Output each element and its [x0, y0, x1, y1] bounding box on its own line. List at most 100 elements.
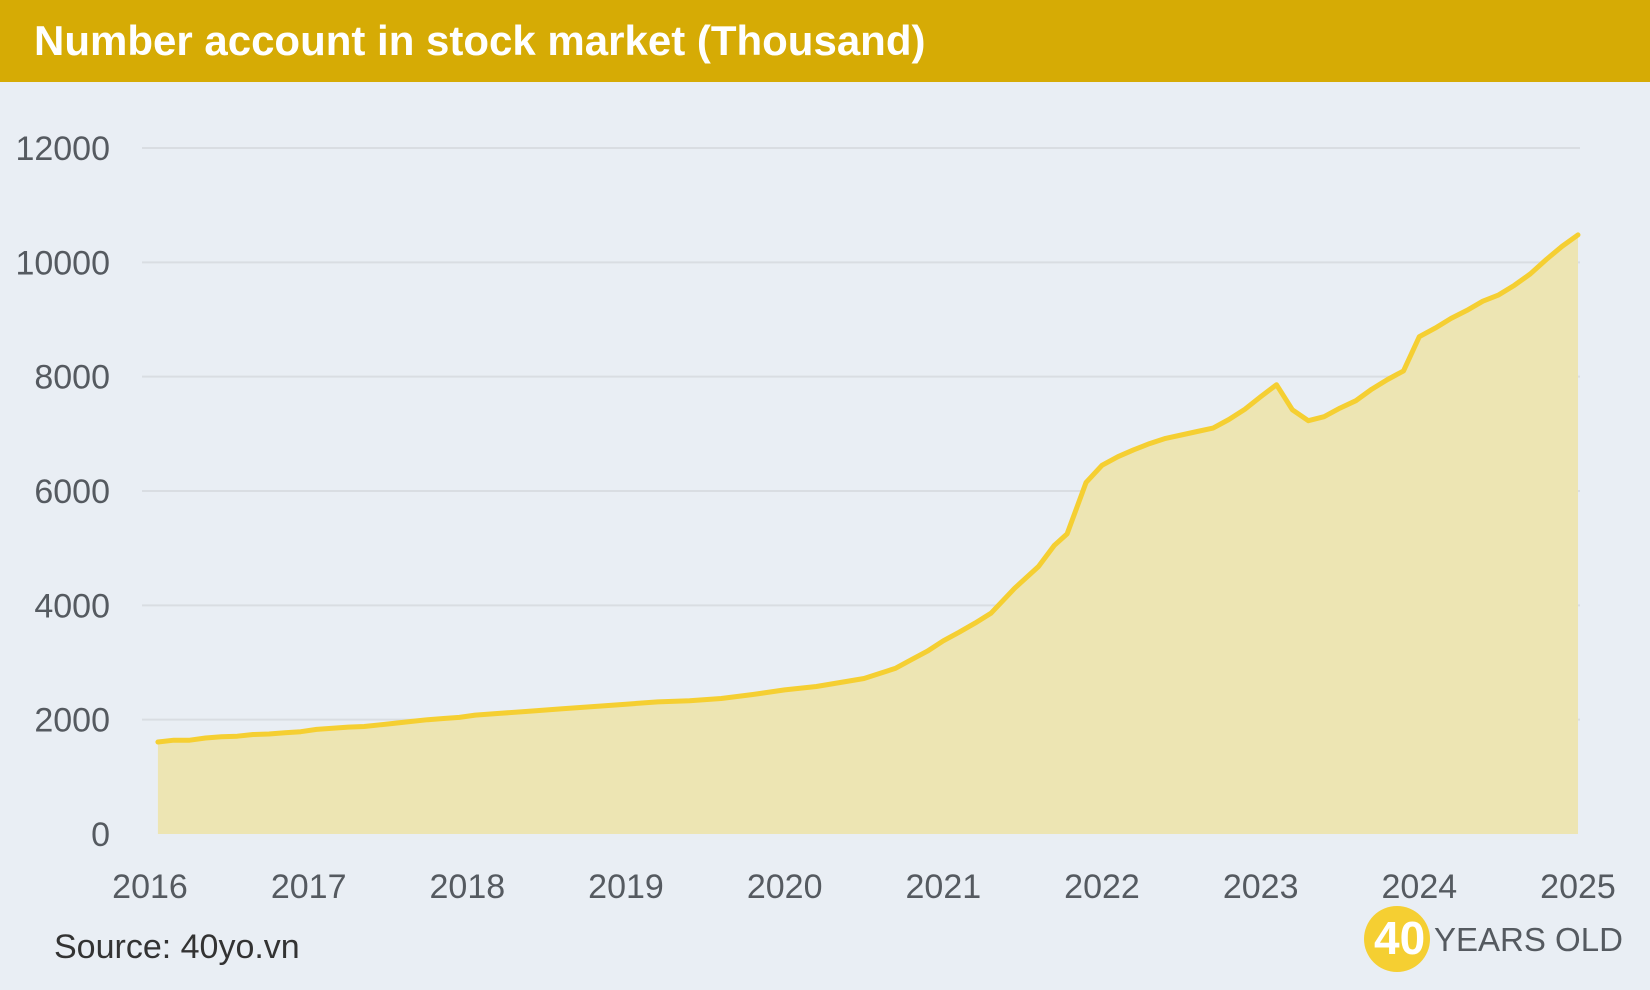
data-point — [346, 725, 350, 729]
data-point — [457, 715, 461, 719]
data-point — [251, 733, 255, 737]
data-point — [1402, 369, 1406, 373]
data-point — [188, 738, 192, 742]
data-point — [283, 731, 287, 735]
data-point — [1211, 426, 1215, 430]
data-point — [1084, 480, 1088, 484]
x-tick-label-2022: 2022 — [1064, 868, 1140, 902]
y-tick-label-12000: 12000 — [15, 130, 110, 168]
data-point — [1528, 272, 1532, 276]
data-point — [1560, 244, 1564, 248]
data-point — [1100, 463, 1104, 467]
data-point — [1164, 436, 1168, 440]
data-point — [1481, 299, 1485, 303]
data-point — [529, 709, 533, 713]
data-point — [378, 723, 382, 727]
data-point — [561, 707, 565, 711]
data-point — [1322, 415, 1326, 419]
data-point — [1338, 406, 1342, 410]
data-point — [442, 717, 446, 721]
data-point — [1037, 565, 1041, 569]
data-point — [235, 734, 239, 738]
data-point — [1179, 433, 1183, 437]
y-tick-label-0: 0 — [91, 816, 110, 854]
data-point — [1433, 326, 1437, 330]
data-point — [688, 699, 692, 703]
data-point — [1243, 407, 1247, 411]
logo-number: 40 — [1374, 912, 1426, 964]
data-point — [394, 721, 398, 725]
data-point — [1290, 408, 1294, 412]
data-point — [1052, 543, 1056, 547]
data-point — [862, 677, 866, 681]
data-point — [1259, 395, 1263, 399]
data-point — [1132, 448, 1136, 452]
data-point — [473, 713, 477, 717]
source-note: Source: 40yo.vn — [54, 928, 300, 966]
y-tick-label-6000: 6000 — [34, 473, 110, 511]
data-point — [1386, 378, 1390, 382]
x-tick-label-2019: 2019 — [588, 868, 664, 902]
data-point — [172, 738, 176, 742]
data-point — [592, 705, 596, 709]
data-point — [299, 730, 303, 734]
chart-header: Number account in stock market (Thousand… — [0, 0, 1650, 82]
data-point — [362, 725, 366, 729]
y-tick-label-2000: 2000 — [34, 702, 110, 740]
data-point — [624, 702, 628, 706]
data-point — [1576, 233, 1580, 237]
data-point — [719, 697, 723, 701]
data-point — [497, 711, 501, 715]
data-point — [1465, 308, 1469, 312]
data-point — [1195, 430, 1199, 434]
x-tick-label-2017: 2017 — [271, 868, 347, 902]
logo-circle — [1364, 906, 1430, 972]
data-point — [910, 658, 914, 662]
data-point — [1449, 316, 1453, 320]
data-point — [1497, 293, 1501, 297]
x-tick-label-2021: 2021 — [906, 868, 982, 902]
data-point — [1544, 258, 1548, 262]
y-tick-label-4000: 4000 — [34, 587, 110, 625]
x-tick-label-2020: 2020 — [747, 868, 823, 902]
logo-text: YEARS OLD — [1434, 921, 1623, 958]
data-point — [1275, 383, 1279, 387]
data-point — [410, 719, 414, 723]
data-point — [814, 685, 818, 689]
data-point — [1354, 399, 1358, 403]
x-axis: 2016 2017 2018 2019 2020 2021 2022 2023 2024 2025 — [112, 868, 1616, 902]
data-point — [838, 681, 842, 685]
data-point — [1227, 418, 1231, 422]
x-tick-label-2025: 2025 — [1540, 868, 1616, 902]
data-point — [315, 727, 319, 731]
data-point — [957, 630, 961, 634]
data-point — [1417, 335, 1421, 339]
data-point — [1116, 455, 1120, 459]
series-line — [155, 232, 1581, 745]
y-axis: 0 2000 4000 6000 8000 10000 12000 — [15, 130, 110, 854]
data-point — [894, 666, 898, 670]
data-point — [973, 621, 977, 625]
series-area-fill — [157, 234, 1578, 834]
brand-logo: 40 YEARS OLD — [1364, 904, 1644, 974]
chart-title: Number account in stock market (Thousand… — [34, 17, 926, 64]
data-point — [926, 649, 930, 653]
data-point — [219, 735, 223, 739]
data-point — [1148, 442, 1152, 446]
data-point — [989, 611, 993, 615]
x-tick-label-2018: 2018 — [430, 868, 506, 902]
area-layer — [155, 232, 1581, 834]
data-point — [1370, 387, 1374, 391]
data-point — [1065, 532, 1069, 536]
x-tick-label-2023: 2023 — [1223, 868, 1299, 902]
data-point — [1306, 419, 1310, 423]
data-point — [331, 726, 335, 730]
y-tick-label-10000: 10000 — [15, 244, 110, 282]
y-tick-label-8000: 8000 — [34, 359, 110, 397]
data-point — [656, 700, 660, 704]
data-point — [267, 732, 271, 736]
data-point — [783, 688, 787, 692]
data-point — [878, 671, 882, 675]
x-tick-label-2016: 2016 — [112, 868, 188, 902]
data-point — [751, 693, 755, 697]
